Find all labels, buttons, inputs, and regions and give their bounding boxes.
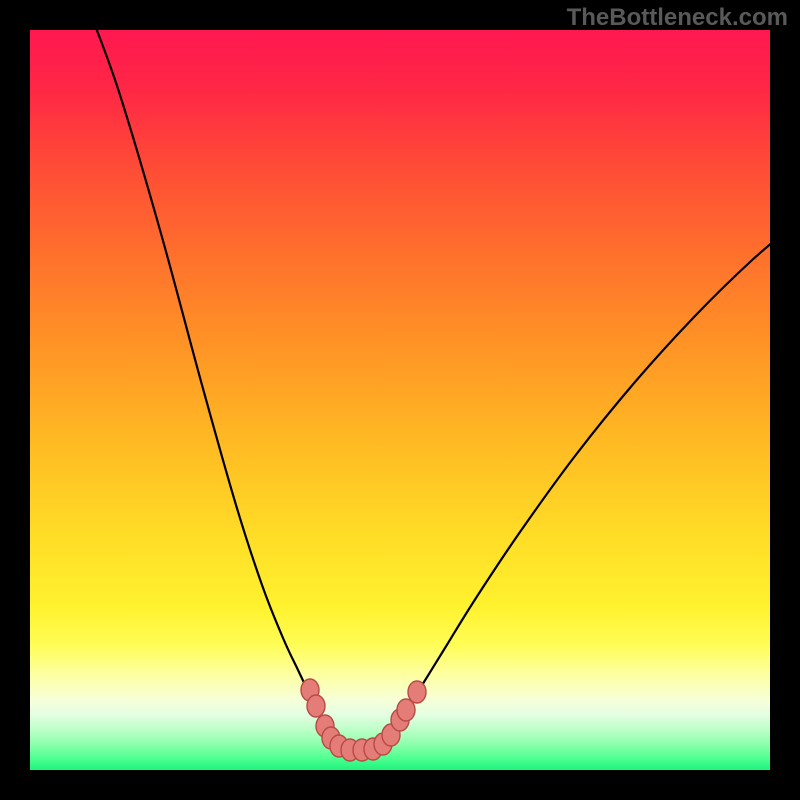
marker-point bbox=[307, 695, 325, 717]
marker-point bbox=[397, 699, 415, 721]
gradient-background bbox=[30, 30, 770, 770]
marker-point bbox=[408, 681, 426, 703]
plot-svg bbox=[30, 30, 770, 770]
bottleneck-plot bbox=[30, 30, 770, 770]
watermark-text: TheBottleneck.com bbox=[567, 4, 788, 32]
